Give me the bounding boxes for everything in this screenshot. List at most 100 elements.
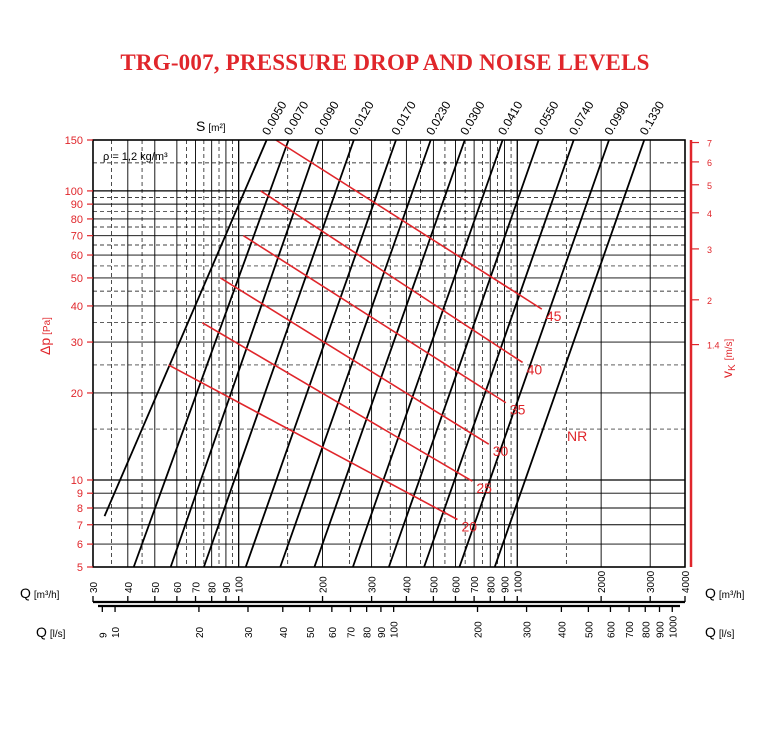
y-tick-label: 30 [71,337,83,349]
s-line [458,139,610,568]
right-tick-label: 3 [707,245,712,255]
q-m3h-tick-label: 100 [235,576,246,593]
q-m3h-tick-label: 600 [451,576,462,593]
q-m3h-axis: 30 40 50 60 70 80 90 100 200 300 400 500 600 700 800 90… [89,570,692,604]
right-tick-label: 6 [707,158,712,168]
y-tick-label: 8 [77,503,83,515]
nr-line [168,364,458,521]
q-ls-tick-label: 20 [195,626,206,638]
s-lines [103,139,646,568]
y-tick-label: 70 [71,231,83,243]
svg-text:vK[m/s]: vK[m/s] [719,338,738,378]
q-m3h-tick-label: 200 [319,576,330,593]
s-line [493,139,646,568]
y-tick-label: 5 [77,562,83,574]
s-label: 0.0990 [601,98,632,137]
q-ls-tick-label: 900 [656,621,667,638]
y-tick-label: 6 [77,539,83,551]
s-label: 0.0120 [346,98,377,137]
plot-frame [92,139,686,568]
y-tick-label: 7 [77,520,83,532]
nr-line [275,139,543,310]
s-line [423,139,575,568]
q-ls-tick-label: 100 [390,621,401,638]
q-ls-axis: 9 10 20 30 40 50 60 70 80 90 100 200 300 400 500 600 700… [98,604,680,638]
q-m3h-tick-label: 60 [173,581,184,593]
right-tick-label: 5 [707,181,712,191]
s-label: 0.0090 [311,98,342,137]
q-m3h-tick-label: 30 [89,581,100,593]
nr-value-label: 45 [546,308,562,324]
s-label: 0.0230 [423,98,454,137]
right-axis-ticks: 1.4 2 3 4 5 6 7 [691,139,720,351]
nr-label: NR [567,428,587,444]
s-line [103,139,268,517]
q-ls-tick-label: 9 [98,632,109,638]
q-ls-tick-label: 700 [625,621,636,638]
svg-text:Δp[Pa]: Δp[Pa] [37,317,53,355]
right-tick-label: 4 [707,209,712,219]
q-m3h-tick-label: 50 [151,581,162,593]
q-m3h-tick-label: 70 [192,581,203,593]
y-tick-label: 100 [65,186,83,198]
chart-title: TRG-007, PRESSURE DROP AND NOISE LEVELS [120,50,650,75]
s-label: 0.0300 [457,98,488,137]
q-m3h-tick-label: 1000 [513,570,524,593]
s-label: 0.0550 [531,98,562,137]
q-ls-tick-label: 500 [584,621,595,638]
s-line [169,139,320,568]
q-m3h-label-left: Q [m³/h] [20,585,60,601]
q-ls-label-left: Q [l/s] [36,624,66,640]
q-ls-tick-label: 800 [641,621,652,638]
q-m3h-tick-label: 700 [470,576,481,593]
s-line [203,139,355,568]
q-m3h-tick-label: 800 [486,576,497,593]
right-tick-label: 1.4 [707,341,720,351]
s-label: 0.0170 [388,98,419,137]
density-annotation: ρ = 1,2 kg/m³ [103,151,168,163]
q-m3h-tick-label: 300 [368,576,379,593]
y-tick-label: 10 [71,475,83,487]
right-tick-label: 7 [707,139,712,149]
nr-line [260,190,524,364]
q-m3h-tick-label: 3000 [646,570,657,593]
q-ls-tick-label: 80 [363,626,374,638]
nr-line [242,235,507,404]
y-tick-label: 20 [71,388,83,400]
nr-value-label: 25 [476,480,492,496]
s-line [132,139,290,568]
q-m3h-tick-label: 500 [429,576,440,593]
q-ls-tick-label: 70 [347,626,358,638]
right-tick-label: 2 [707,296,712,306]
y-tick-label: 60 [71,250,83,262]
y-tick-label: 80 [71,214,83,226]
nr-lines: 20 25 30 35 40 45 [168,139,562,534]
q-m3h-tick-label: 4000 [681,570,692,593]
grid [92,139,686,568]
s-line [244,139,397,568]
y-tick-label: 9 [77,488,83,500]
q-m3h-tick-label: 400 [402,576,413,593]
q-ls-label-right: Q [l/s] [705,624,735,640]
s-line [313,139,466,568]
y-tick-label: 90 [71,199,83,211]
y-tick-label: 40 [71,301,83,313]
nr-line [220,277,490,445]
s-label: 0.0410 [495,98,526,137]
s-axis-label: S [m²] [196,118,226,134]
nr-value-label: 20 [461,518,477,534]
q-m3h-label-right: Q [m³/h] [705,585,745,601]
q-ls-tick-label: 200 [474,621,485,638]
q-m3h-tick-label: 900 [501,576,512,593]
nr-line [201,322,473,482]
q-m3h-tick-label: 80 [208,581,219,593]
y-tick-label: 150 [65,135,83,147]
s-label: 0.0740 [566,98,597,137]
q-ls-tick-label: 600 [606,621,617,638]
q-ls-tick-label: 60 [328,626,339,638]
q-ls-tick-label: 400 [557,621,568,638]
q-ls-tick-label: 1000 [668,615,679,638]
